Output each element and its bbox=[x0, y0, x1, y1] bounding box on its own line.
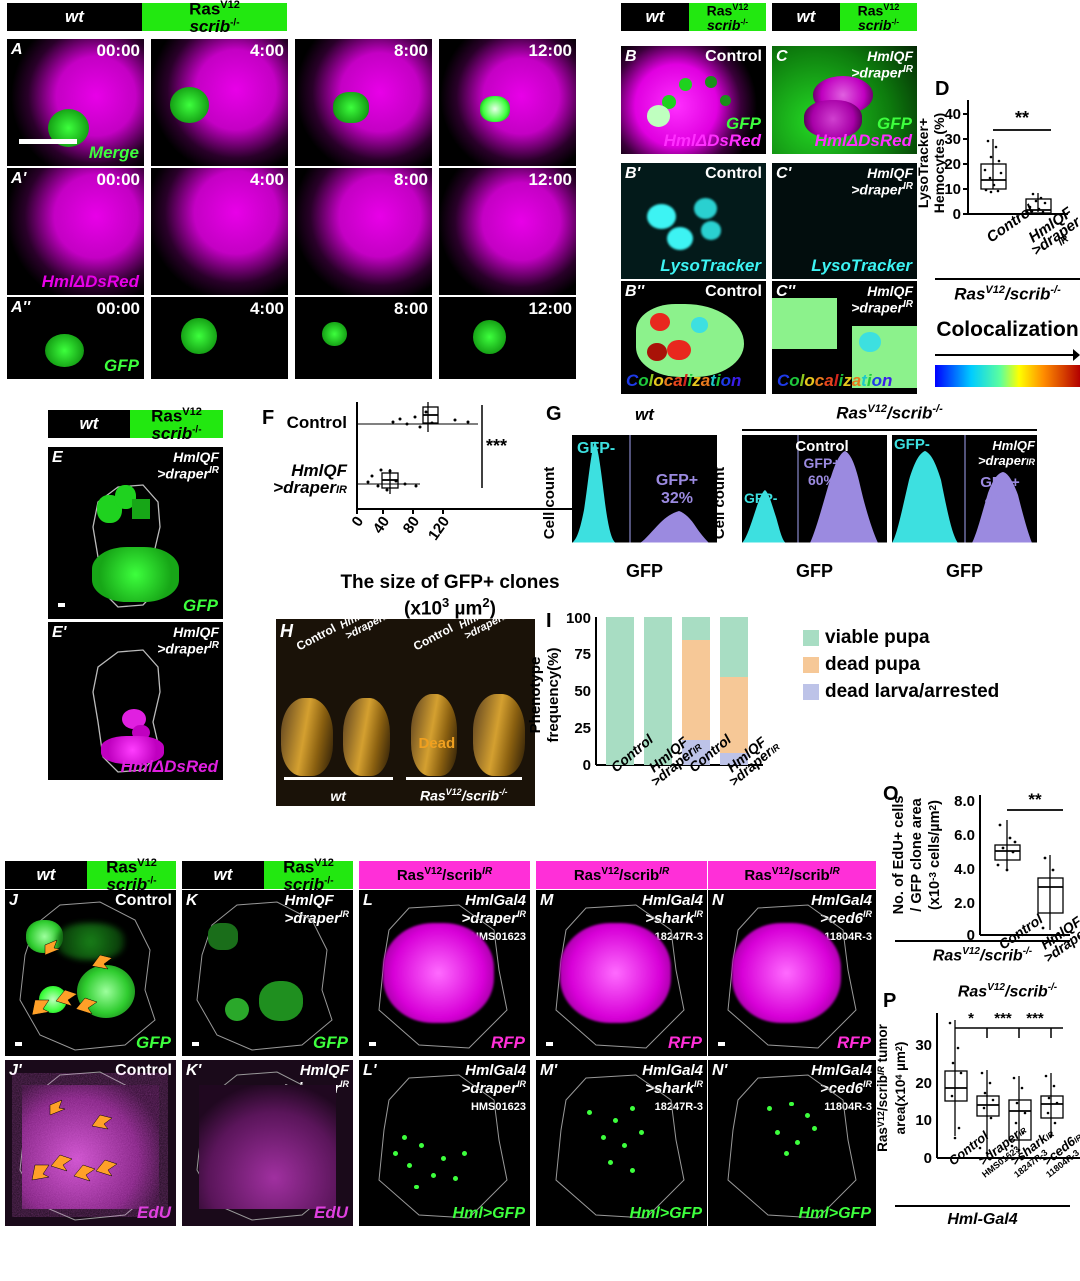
svg-text:0: 0 bbox=[583, 757, 591, 774]
svg-text:RasV12/scribIR tumor: RasV12/scribIR tumor bbox=[875, 1023, 890, 1152]
svg-text:**: ** bbox=[1028, 790, 1042, 809]
svg-text:(x10-3 cells/µm2): (x10-3 cells/µm2) bbox=[927, 800, 943, 910]
svg-text:Phenotype: Phenotype bbox=[527, 657, 544, 734]
svg-text:48%: 48% bbox=[985, 491, 1015, 508]
svg-text:40: 40 bbox=[370, 513, 393, 536]
svg-text:50: 50 bbox=[574, 683, 591, 700]
svg-text:120: 120 bbox=[425, 513, 453, 543]
svg-text:Control: Control bbox=[287, 413, 347, 432]
svg-text:frequency(%): frequency(%) bbox=[545, 647, 562, 742]
svg-text:100: 100 bbox=[566, 610, 591, 627]
svg-text:32%: 32% bbox=[661, 490, 693, 507]
svg-text:/ GFP clone area: / GFP clone area bbox=[909, 797, 925, 911]
svg-text:GFP+: GFP+ bbox=[980, 474, 1020, 491]
svg-text:GFP+: GFP+ bbox=[804, 455, 841, 471]
svg-text:30: 30 bbox=[915, 1037, 932, 1054]
svg-text:HmlQF: HmlQF bbox=[992, 438, 1036, 453]
svg-text:75: 75 bbox=[574, 646, 591, 663]
svg-text:0: 0 bbox=[953, 206, 961, 223]
svg-text:30: 30 bbox=[944, 131, 961, 148]
svg-text:Control: Control bbox=[795, 438, 848, 455]
svg-text:GFP-: GFP- bbox=[577, 440, 615, 457]
svg-text:LysoTracker+: LysoTracker+ bbox=[915, 118, 931, 208]
svg-text:2.0: 2.0 bbox=[954, 895, 975, 912]
svg-text:area(x104 µm2): area(x104 µm2) bbox=[893, 1042, 908, 1135]
svg-text:4.0: 4.0 bbox=[954, 861, 975, 878]
svg-text:***: *** bbox=[486, 436, 507, 456]
svg-text:*: * bbox=[968, 1010, 974, 1027]
svg-text:GFP+: GFP+ bbox=[656, 472, 698, 489]
svg-text:viable pupa: viable pupa bbox=[825, 627, 930, 648]
svg-text:GFP-: GFP- bbox=[744, 490, 778, 506]
svg-text:10: 10 bbox=[915, 1112, 932, 1129]
svg-text:20: 20 bbox=[944, 156, 961, 173]
svg-text:20: 20 bbox=[915, 1075, 932, 1092]
svg-text:25: 25 bbox=[574, 720, 591, 737]
svg-text:10: 10 bbox=[944, 181, 961, 198]
svg-text:60%: 60% bbox=[808, 472, 837, 488]
svg-text:**: ** bbox=[1015, 108, 1029, 128]
svg-text:***: *** bbox=[1026, 1010, 1044, 1027]
svg-text:dead pupa: dead pupa bbox=[825, 654, 920, 675]
svg-text:0: 0 bbox=[349, 513, 368, 530]
svg-text:>draperIR: >draperIR bbox=[273, 478, 347, 497]
svg-text:80: 80 bbox=[400, 513, 423, 536]
svg-text:GFP-: GFP- bbox=[894, 436, 930, 453]
svg-text:***: *** bbox=[994, 1010, 1012, 1027]
svg-text:40: 40 bbox=[944, 106, 961, 123]
svg-text:8.0: 8.0 bbox=[954, 793, 975, 810]
svg-text:No. of EdU+ cells: No. of EdU+ cells bbox=[891, 796, 907, 915]
svg-text:0: 0 bbox=[924, 1150, 932, 1167]
svg-text:dead larva/arrested: dead larva/arrested bbox=[825, 681, 999, 702]
svg-text:6.0: 6.0 bbox=[954, 827, 975, 844]
